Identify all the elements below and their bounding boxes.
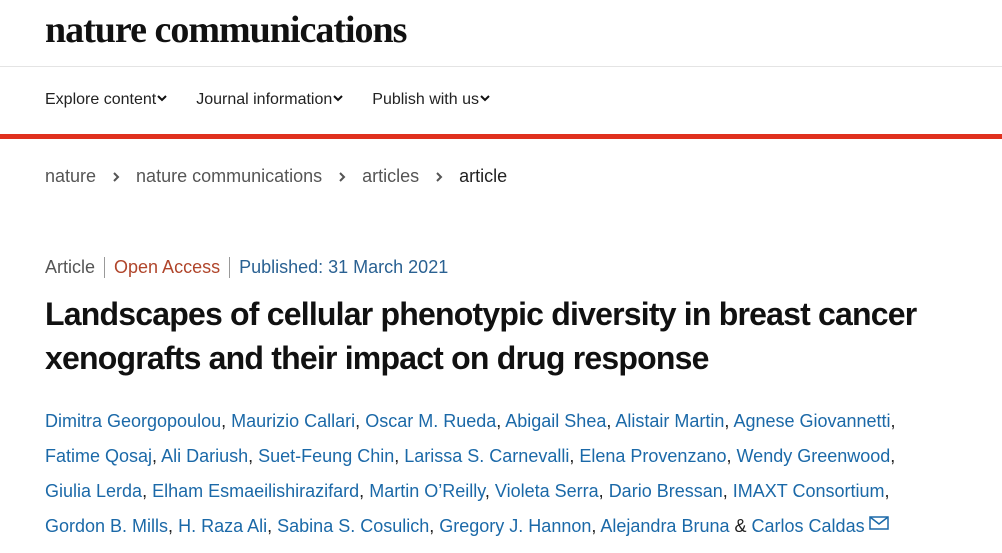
author-separator: , — [429, 516, 435, 536]
chevron-icon — [157, 95, 167, 102]
breadcrumb[interactable]: articles — [362, 166, 420, 186]
access-label: Open Access — [104, 257, 229, 278]
chevron-icon — [436, 171, 443, 182]
author-separator: , — [267, 516, 273, 536]
author-name[interactable]: Ali Dariush — [161, 446, 249, 466]
author-name[interactable]: Dimitra Georgopoulou — [45, 411, 222, 431]
breadcrumb: article — [459, 166, 508, 186]
author-separator: , — [394, 446, 400, 466]
author-separator: , — [484, 481, 490, 501]
author-name[interactable]: Elham Esmaeilishirazifard — [152, 481, 360, 501]
nav-bar: Explore content Journal information Publis… — [0, 67, 1002, 133]
author-name[interactable]: Dario Bressan — [608, 481, 723, 501]
author-separator: , — [142, 481, 148, 501]
author-name[interactable]: IMAXT Consortium — [732, 481, 885, 501]
author-name[interactable]: Wendy Greenwood — [736, 446, 891, 466]
author-separator: , — [152, 446, 158, 466]
logo[interactable]: nature communications — [45, 9, 407, 51]
author-separator: , — [591, 516, 597, 536]
author-name[interactable]: H. Raza Ali — [178, 516, 268, 536]
breadcrumbs: nature nature communications articles artic… — [45, 166, 507, 187]
nav-item[interactable]: Publish with us — [372, 91, 491, 109]
chevron-icon — [113, 171, 120, 182]
author-name[interactable]: Larissa S. Carnevalli — [404, 446, 570, 466]
author-separator: , — [248, 446, 254, 466]
published-date: Published: 31 March 2021 — [229, 257, 457, 278]
author-name[interactable]: Carlos Caldas — [752, 516, 889, 536]
author-separator: , — [722, 481, 728, 501]
author-separator: , — [890, 411, 896, 431]
accent-bar — [0, 134, 1002, 139]
chevron-icon — [333, 95, 343, 102]
article-meta: Article Open Access Published: 31 March … — [45, 257, 457, 278]
author-name[interactable]: Abigail Shea — [505, 411, 607, 431]
author-separator: , — [496, 411, 502, 431]
chevron-icon — [480, 95, 490, 102]
email-icon[interactable] — [868, 516, 889, 530]
author-list: Dimitra Georgopoulou, Maurizio Callari, … — [45, 404, 985, 544]
logo-bar: nature communications — [0, 0, 1002, 67]
breadcrumb[interactable]: nature communications — [136, 166, 323, 186]
author-name[interactable]: Suet-Feung Chin — [258, 446, 395, 466]
author-name[interactable]: Gordon B. Mills — [45, 516, 169, 536]
author-name[interactable]: Elena Provenzano — [579, 446, 727, 466]
chevron-icon — [339, 171, 346, 182]
author-name[interactable]: Martin O’Reilly — [369, 481, 485, 501]
author-separator: , — [598, 481, 604, 501]
author-name[interactable]: Violeta Serra — [494, 481, 599, 501]
author-name[interactable]: Alistair Martin — [615, 411, 725, 431]
author-name[interactable]: Agnese Giovannetti — [733, 411, 891, 431]
author-separator: , — [884, 481, 890, 501]
author-name[interactable]: Oscar M. Rueda — [365, 411, 497, 431]
author-name[interactable]: Maurizio Callari — [231, 411, 356, 431]
nav-label: Publish with us — [372, 91, 479, 108]
breadcrumb[interactable]: nature — [45, 166, 97, 186]
nav-label: Journal information — [196, 91, 333, 108]
author-separator: , — [606, 411, 612, 431]
nav-label: Explore content — [45, 91, 157, 108]
author-separator: , — [359, 481, 365, 501]
nav-item[interactable]: Explore content — [45, 91, 168, 109]
author-separator: , — [724, 411, 730, 431]
author-separator: , — [569, 446, 575, 466]
author-name[interactable]: Alejandra Bruna — [600, 516, 730, 536]
author-name[interactable]: Giulia Lerda — [45, 481, 143, 501]
author-separator: , — [726, 446, 732, 466]
article-title: Landscapes of cellular phenotypic divers… — [45, 296, 917, 376]
article-type: Article — [45, 257, 96, 277]
author-separator: , — [355, 411, 361, 431]
author-separator: , — [890, 446, 896, 466]
author-name[interactable]: Fatime Qosaj — [45, 446, 153, 466]
author-separator: , — [168, 516, 174, 536]
author-name[interactable]: Sabina S. Cosulich — [277, 516, 430, 536]
author-separator: & — [734, 516, 747, 536]
author-name[interactable]: Gregory J. Hannon — [439, 516, 592, 536]
author-separator: , — [221, 411, 227, 431]
nav-item[interactable]: Journal information — [196, 91, 344, 109]
